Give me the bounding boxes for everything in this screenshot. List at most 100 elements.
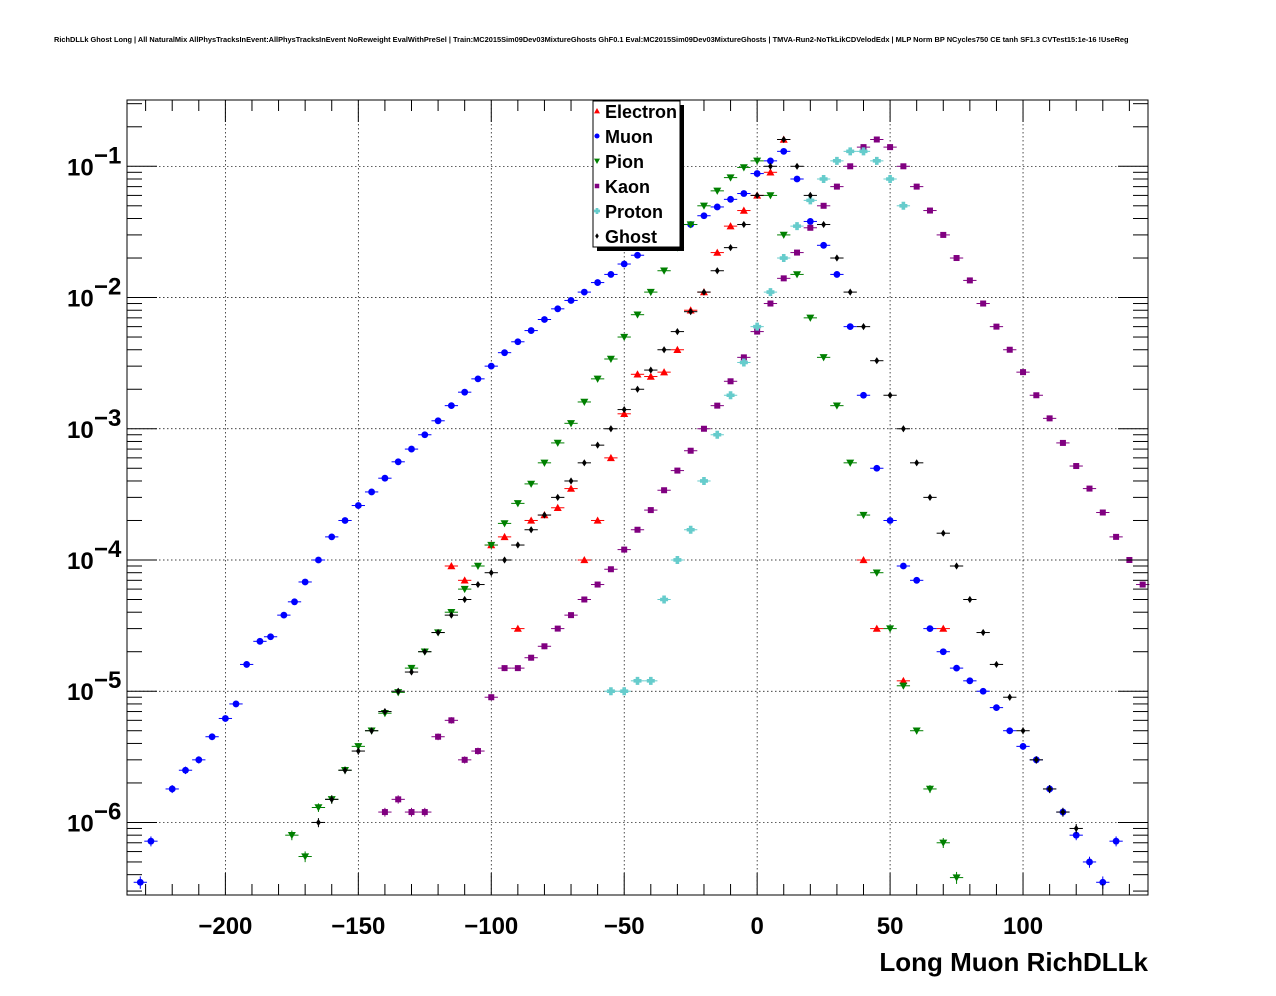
- y-tick-label-base: 10: [67, 810, 94, 837]
- ghost-point: [847, 288, 853, 296]
- proton-point: [739, 358, 748, 367]
- ghost-point: [741, 220, 747, 229]
- kaon-point: [528, 654, 535, 661]
- muon-point: [256, 637, 264, 645]
- ghost-point: [555, 493, 561, 501]
- muon-point: [1112, 837, 1120, 845]
- kaon-point: [607, 566, 614, 573]
- pion-point: [859, 511, 868, 520]
- muon-point: [408, 445, 415, 453]
- series-proton: [604, 147, 911, 696]
- proton-point: [686, 525, 695, 534]
- electron-point: [580, 555, 589, 564]
- proton-point: [899, 201, 908, 210]
- proton-point: [673, 555, 682, 564]
- ghost-point: [674, 327, 680, 336]
- kaon-point: [1086, 485, 1093, 492]
- muon-point: [913, 576, 921, 584]
- muon-point: [833, 271, 841, 278]
- pion-point: [301, 853, 310, 861]
- kaon-point: [647, 507, 654, 514]
- kaon-point: [754, 328, 761, 335]
- y-tick-label-exponent: −2: [94, 274, 121, 301]
- y-tick-label: 10 −2: [67, 274, 121, 313]
- proton-point: [886, 175, 895, 184]
- muon-point: [1099, 878, 1107, 886]
- ghost-point: [874, 357, 880, 365]
- muon-point: [767, 157, 774, 165]
- legend-marker-muon: [594, 133, 600, 139]
- muon-point: [620, 260, 628, 268]
- ghost-point: [395, 687, 401, 695]
- ghost-point: [1007, 693, 1013, 701]
- ghost-point: [821, 220, 827, 229]
- muon-point: [461, 388, 469, 396]
- ghost-point: [1073, 824, 1079, 833]
- proton-point: [779, 254, 788, 263]
- muon-point: [501, 349, 508, 357]
- muon-point: [780, 147, 788, 155]
- ghost-point: [448, 611, 454, 619]
- legend-marker-ghost: [595, 233, 599, 239]
- ghost-point: [900, 425, 906, 433]
- muon-point: [434, 417, 442, 425]
- electron-point: [620, 409, 629, 418]
- kaon-point: [926, 207, 933, 214]
- muon-point: [195, 756, 203, 764]
- y-tick-label-base: 10: [67, 548, 94, 575]
- electron-point: [713, 248, 722, 256]
- kaon-point: [807, 224, 814, 231]
- kaon-point: [1099, 509, 1106, 516]
- muon-point: [232, 700, 240, 708]
- ghost-point: [940, 529, 946, 537]
- kaon-point: [794, 249, 801, 256]
- series-muon: [133, 147, 1123, 889]
- kaon-point: [661, 487, 668, 494]
- ghost-point: [409, 668, 414, 676]
- proton-point: [660, 595, 669, 604]
- muon-point: [291, 598, 298, 606]
- data-points: [133, 135, 1150, 889]
- muon-point: [939, 648, 947, 656]
- muon-point: [873, 464, 881, 472]
- kaon-point: [381, 809, 388, 816]
- kaon-point: [1113, 533, 1120, 540]
- kaon-point: [634, 526, 641, 533]
- pion-point: [500, 520, 509, 528]
- pion-point: [314, 804, 323, 812]
- proton-point: [620, 687, 629, 696]
- muon-point: [846, 323, 854, 331]
- kaon-point: [953, 255, 960, 262]
- muon-point: [541, 316, 548, 323]
- series-electron: [444, 135, 950, 685]
- kaon-point: [687, 447, 694, 454]
- kaon-point: [940, 231, 947, 238]
- kaon-point: [966, 277, 973, 284]
- page-title: RichDLLk Ghost Long | All NaturalMix All…: [54, 35, 1129, 44]
- x-tick-label: −150: [331, 913, 385, 940]
- kaon-point: [833, 183, 840, 190]
- muon-point: [243, 661, 251, 668]
- kaon-point: [474, 748, 481, 755]
- muon-point: [634, 251, 641, 259]
- proton-point: [872, 156, 881, 165]
- muon-point: [527, 327, 535, 334]
- muon-point: [979, 687, 987, 695]
- muon-point: [328, 533, 336, 541]
- kaon-point: [448, 717, 455, 724]
- pion-point: [766, 192, 775, 200]
- kaon-point: [727, 378, 734, 385]
- ghost-point: [475, 580, 481, 589]
- ghost-point: [502, 556, 507, 564]
- kaon-point: [740, 354, 747, 361]
- ghost-point: [980, 628, 986, 637]
- muon-point: [860, 391, 867, 399]
- pion-point: [699, 202, 708, 210]
- y-tick-label: 10 −3: [67, 405, 121, 444]
- pion-point: [952, 874, 961, 882]
- muon-point: [886, 517, 894, 524]
- proton-point: [806, 196, 815, 205]
- proton-point: [859, 147, 868, 156]
- electron-point: [646, 372, 655, 380]
